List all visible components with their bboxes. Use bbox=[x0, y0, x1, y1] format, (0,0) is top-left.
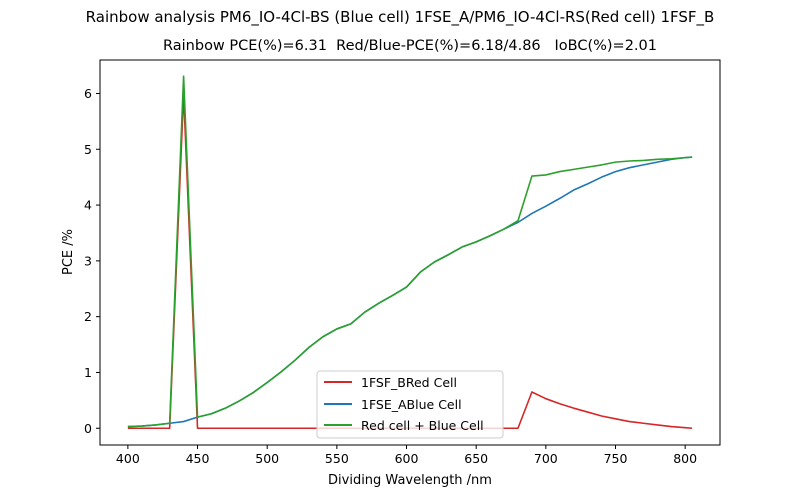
x-tick-label: 600 bbox=[395, 451, 419, 466]
x-axis-label: Dividing Wavelength /nm bbox=[328, 473, 492, 488]
figure-subtitle: Rainbow PCE(%)=6.31 Red/Blue-PCE(%)=6.18… bbox=[163, 38, 657, 54]
y-tick-label: 1 bbox=[84, 365, 92, 380]
y-tick-label: 4 bbox=[84, 198, 92, 213]
x-axis-ticks: 400 450 500 550 600 650 700 750 800 bbox=[116, 445, 697, 466]
y-axis-ticks: 0 1 2 3 4 5 6 bbox=[84, 86, 100, 436]
series-lines bbox=[127, 75, 693, 430]
legend-label-blue: 1FSE_ABlue Cell bbox=[361, 397, 462, 412]
legend-label-green: Red cell + Blue Cell bbox=[361, 418, 484, 433]
y-tick-label: 2 bbox=[84, 309, 92, 324]
plot-frame bbox=[99, 59, 721, 446]
x-tick-label: 450 bbox=[186, 451, 210, 466]
legend-box bbox=[316, 370, 504, 439]
y-tick-label: 3 bbox=[84, 253, 92, 268]
y-tick-label: 6 bbox=[84, 86, 92, 101]
y-tick-label: 0 bbox=[84, 421, 92, 436]
x-tick-label: 650 bbox=[464, 451, 488, 466]
x-tick-label: 750 bbox=[604, 451, 628, 466]
y-axis-label: PCE /% bbox=[61, 229, 76, 275]
x-tick-label: 550 bbox=[325, 451, 349, 466]
x-tick-label: 500 bbox=[255, 451, 279, 466]
legend-label-red: 1FSF_BRed Cell bbox=[361, 375, 457, 390]
y-tick-label: 5 bbox=[84, 142, 92, 157]
legend: 1FSF_BRed Cell 1FSE_ABlue Cell Red cell … bbox=[316, 370, 504, 439]
x-tick-label: 800 bbox=[673, 451, 697, 466]
x-tick-label: 700 bbox=[534, 451, 558, 466]
figure-title: Rainbow analysis PM6_IO-4Cl-BS (Blue cel… bbox=[85, 8, 715, 26]
x-tick-label: 400 bbox=[116, 451, 140, 466]
series-line-2 bbox=[127, 75, 693, 428]
